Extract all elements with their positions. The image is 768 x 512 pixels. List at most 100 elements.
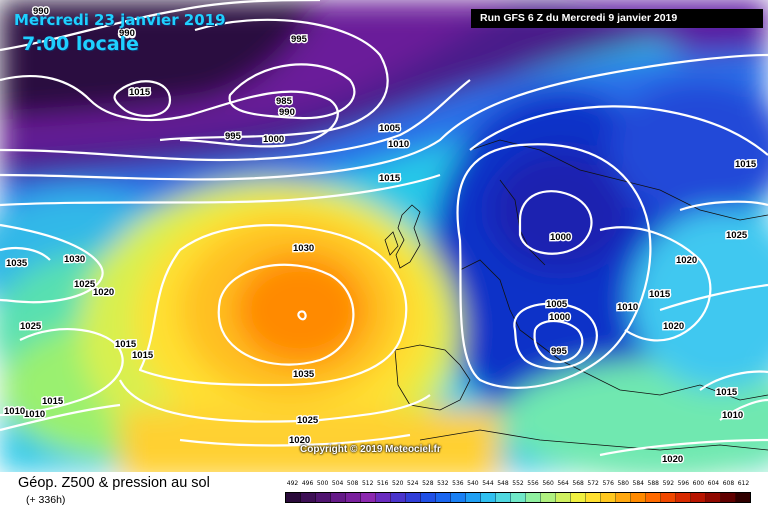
isobar-label: 1000: [550, 232, 571, 243]
color-scale-swatch: [526, 493, 541, 502]
color-scale-label: 600: [692, 480, 705, 487]
color-scale-label: 576: [602, 480, 614, 487]
isobar-labels: 990 980 990 995 1015 985 990 995 1000 10…: [3, 5, 759, 467]
color-scale-label: 540: [467, 480, 479, 487]
isobar-label: 990: [279, 107, 295, 118]
color-scale-label: 520: [392, 480, 404, 487]
color-scale-bar: [285, 492, 751, 503]
color-scale-swatch: [616, 493, 631, 502]
isobar-label: 1025: [74, 279, 96, 290]
color-scale-swatch: [631, 493, 646, 502]
isobar-label: 1015: [129, 87, 151, 98]
color-scale-label: 572: [587, 480, 599, 487]
color-scale-swatch: [286, 493, 301, 502]
color-scale-swatch: [361, 493, 376, 502]
color-scale-swatch: [586, 493, 601, 502]
color-scale-swatch: [556, 493, 571, 502]
color-scale-swatch: [376, 493, 391, 502]
isobar-label: 1020: [93, 287, 114, 298]
color-scale-label: 588: [647, 480, 659, 487]
isobar-label: 1000: [549, 312, 570, 323]
color-scale-label: 552: [512, 480, 524, 487]
color-scale-label: 500: [316, 480, 329, 487]
color-scale-swatch: [316, 493, 331, 502]
color-scale-label: 532: [437, 480, 449, 487]
isobar-label: 1005: [546, 299, 568, 310]
color-scale-label: 508: [346, 480, 359, 487]
isobar-label: 1020: [676, 255, 697, 266]
color-scale-label: 608: [722, 480, 735, 487]
color-scale-swatch: [301, 493, 316, 502]
isobar-label: 1020: [662, 454, 683, 465]
color-scale-label: 580: [617, 480, 629, 487]
color-scale-label: 512: [361, 480, 374, 487]
isobar-label: 1010: [388, 139, 409, 150]
color-scale-label: 492: [286, 480, 299, 487]
color-scale-swatch: [721, 493, 736, 502]
color-scale-swatch: [736, 493, 750, 502]
product-title: Géop. Z500 & pression au sol: [18, 475, 210, 491]
color-scale-labels: 492 496 500 504 508 512 516 520 524 528 532 536 540 5…: [285, 480, 751, 490]
color-scale-swatch: [331, 493, 346, 502]
isobar-label: 1020: [289, 435, 310, 446]
isobar-label: 995: [225, 131, 242, 142]
isobar-label: 1035: [6, 258, 28, 269]
color-scale-swatch: [706, 493, 721, 502]
map-canvas: 990 980 990 995 1015 985 990 995 1000 10…: [0, 0, 768, 472]
isobar-label: 1015: [115, 339, 137, 350]
color-scale-swatch: [646, 493, 661, 502]
color-scale-swatch: [451, 493, 466, 502]
isobar-label: 1015: [735, 159, 757, 170]
color-scale-swatch: [406, 493, 421, 502]
copyright-notice: Copyright © 2019 Meteociel.fr: [300, 444, 441, 455]
color-scale-label: 568: [572, 480, 584, 487]
coastlines: [384, 139, 768, 451]
model-run-label: Run GFS 6 Z du Mercredi 9 janvier 2019: [471, 9, 763, 28]
forecast-lead-time: (+ 336h): [26, 494, 66, 506]
isobar-label: 1000: [263, 134, 284, 145]
color-scale-swatch: [571, 493, 586, 502]
color-scale-label: 536: [452, 480, 464, 487]
isobar-label: 985: [276, 96, 293, 107]
isobar-label: 990: [33, 6, 49, 17]
color-scale-label: 524: [407, 480, 419, 487]
isobar-label: 990: [119, 28, 135, 39]
isobar-label: 1030: [64, 254, 85, 265]
isobar-label: 1015: [649, 289, 671, 300]
color-scale-label: 504: [331, 480, 344, 487]
isobar-label: 1035: [293, 369, 315, 380]
isobar-label: 1015: [379, 173, 401, 184]
isobar-label: 1025: [726, 230, 748, 241]
color-scale-label: 560: [542, 480, 554, 487]
isobar-label: 995: [291, 34, 308, 45]
color-scale-swatch: [391, 493, 406, 502]
color-scale-swatch: [601, 493, 616, 502]
color-scale-label: 496: [301, 480, 314, 487]
isobar-label: 1010: [722, 410, 743, 421]
color-scale-swatch: [421, 493, 436, 502]
color-scale-swatch: [541, 493, 556, 502]
isobar-label: 980: [119, 29, 135, 40]
color-scale-label: 548: [497, 480, 509, 487]
isobar-label: 995: [551, 346, 568, 357]
color-scale-swatch: [511, 493, 526, 502]
isobars: [0, 0, 768, 455]
color-scale-swatch: [676, 493, 691, 502]
color-scale-swatch: [661, 493, 676, 502]
color-scale-label: 584: [632, 480, 644, 487]
isobar-label: 1020: [663, 321, 684, 332]
color-scale-label: 596: [677, 480, 690, 487]
color-scale-swatch: [436, 493, 451, 502]
isobar-label: 1010: [4, 406, 25, 417]
color-scale-label: 604: [707, 480, 720, 487]
isobar-label: 1025: [297, 415, 319, 426]
color-scale-label: 516: [376, 480, 389, 487]
isobar-label: 1010: [617, 302, 638, 313]
isobar-label: 1025: [20, 321, 42, 332]
color-scale-swatch: [466, 493, 481, 502]
map-footer: Géop. Z500 & pression au sol (+ 336h) 49…: [0, 472, 768, 512]
color-scale-swatch: [346, 493, 361, 502]
isobar-label: 1030: [293, 243, 314, 254]
geopotential-field: [0, 0, 768, 472]
color-scale-label: 544: [482, 480, 494, 487]
